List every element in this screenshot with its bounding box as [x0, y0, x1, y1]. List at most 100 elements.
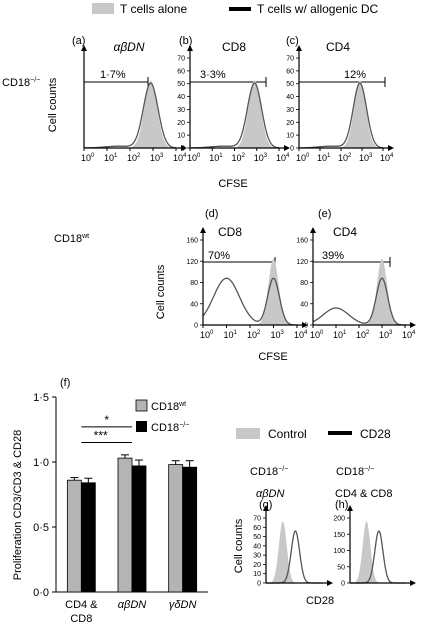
bar-legend: CD18wt CD18−/− [135, 399, 189, 434]
histogram-panel-c: (c) CD4 12% 100 101 102 103 104 0 10 20 30 40 50 60… [286, 35, 394, 163]
y-tick-label: 70 [253, 516, 261, 523]
y-tick-label: 40 [286, 94, 294, 101]
bar-category-label: γδDN [169, 599, 197, 611]
y-tick-label: 150 [333, 532, 345, 539]
y-tick-label: 80 [300, 280, 308, 287]
bar-y-tick-label: 0·5 [33, 522, 49, 534]
y-tick-label: 60 [286, 68, 294, 75]
y-tick-label: 40 [300, 301, 308, 308]
gate-label: 12% [344, 69, 366, 81]
panel-title: CD4 [333, 225, 357, 239]
x-tick-label: 102 [127, 153, 141, 163]
panel-letter: (a) [72, 35, 85, 47]
x-tick-label: 103 [379, 330, 393, 340]
cd28-panel-h: CD18−/− (h) CD4 & CD8 0 50 100 150 200 [333, 466, 416, 588]
top-legend: T cells alone T cells w/ allogenic DC [92, 2, 378, 16]
y-tick-label: 100 [333, 548, 345, 555]
x-tick-label: 101 [333, 330, 347, 340]
x-tick-label: 101 [104, 153, 118, 163]
row-label-cd18-ko: CD18−/− [2, 77, 40, 89]
y-tick-label: 0 [304, 323, 308, 330]
panel-title-line1: CD18−/− [250, 466, 288, 478]
control-histogram [190, 80, 279, 148]
panel-letter: (d) [205, 208, 218, 220]
significance-label: * [104, 413, 109, 427]
panel-title: CD4 [326, 40, 350, 54]
y-tick-label: 200 [333, 516, 345, 523]
x-tick-label: 104 [380, 153, 394, 163]
panel-title: CD8 [222, 40, 246, 54]
proliferation-bar-chart: (f) Proliferation CD3/CD3 & CD28 CD18wt … [12, 377, 208, 625]
bar-legend-swatch-wt [135, 399, 148, 412]
control-histogram [203, 258, 297, 325]
y-tick-label: 0 [341, 581, 345, 588]
y-tick-label: 0 [290, 146, 294, 153]
bar-legend-label-ko: CD18−/− [151, 422, 189, 434]
bar-legend-label-wt: CD18wt [151, 401, 186, 413]
x-tick-label: 104 [402, 330, 416, 340]
gate-label: 1·7% [100, 69, 126, 81]
x-tick-label: 104 [173, 153, 187, 163]
x-tick-label: 101 [209, 153, 223, 163]
x-tick-label: 100 [187, 153, 201, 163]
control-histogram [313, 258, 405, 325]
panel-title: CD8 [218, 225, 242, 239]
bar-category-label: CD8 [70, 613, 92, 625]
panel-title-line2: CD4 & CD8 [335, 488, 392, 500]
x-tick-label: 100 [200, 330, 214, 340]
bar-ko [131, 465, 147, 593]
bar-wt [66, 479, 82, 593]
x-tick-label: 103 [359, 153, 373, 163]
bar-legend-swatch-ko [136, 421, 147, 432]
control-histogram [84, 80, 176, 148]
y-tick-label: 40 [177, 94, 185, 101]
x-tick-label: 103 [150, 153, 164, 163]
bar-y-tick-label: 0·0 [33, 587, 49, 599]
x-tick-label: 104 [294, 330, 308, 340]
y-tick-label: 30 [177, 107, 185, 114]
y-tick-label: 0 [257, 581, 261, 588]
x-tick-label: 102 [247, 330, 261, 340]
gate-label: 3·3% [200, 69, 226, 81]
sample-histogram [266, 530, 322, 584]
control-histogram [266, 521, 322, 583]
histogram-panel-b: (b) CD8 3·3% 100 101 102 103 104 0 10 20 30 40 50 6… [177, 35, 290, 163]
y-tick-label: 40 [190, 301, 198, 308]
y-tick-label: 50 [177, 81, 185, 88]
cd28-ylabel: Cell counts [233, 518, 245, 573]
row2-xlabel: CFSE [258, 351, 287, 363]
row2-ylabel: Cell counts [155, 264, 167, 319]
y-tick-label: 50 [286, 81, 294, 88]
row1-ylabel: Cell counts [47, 77, 59, 132]
sample-histogram [190, 82, 280, 149]
panel-letter: (c) [286, 35, 299, 47]
bar-wt [168, 464, 184, 593]
panel-letter-f: (f) [60, 377, 70, 389]
x-tick-label: 101 [224, 330, 238, 340]
legend-label-t-cells-with-dc: T cells w/ allogenic DC [257, 2, 378, 16]
x-tick-label: 102 [356, 330, 370, 340]
y-tick-label: 50 [337, 564, 345, 571]
y-tick-label: 20 [177, 120, 185, 127]
cd28-legend-swatch-cd28 [328, 431, 352, 435]
panel-letter: (e) [318, 208, 331, 220]
y-tick-label: 60 [253, 525, 261, 532]
x-tick-label: 103 [271, 330, 285, 340]
cd28-xlabel: CD28 [306, 595, 334, 607]
x-tick-label: 100 [81, 153, 95, 163]
y-tick-label: 160 [296, 238, 308, 245]
x-tick-label: 104 [276, 153, 290, 163]
bar-y-tick-label: 1·0 [33, 457, 49, 469]
x-tick-label: 100 [310, 330, 324, 340]
panel-title-line1: CD18−/− [336, 466, 374, 478]
y-tick-label: 0 [194, 323, 198, 330]
bar-y-tick-label: 1·5 [33, 392, 49, 404]
x-tick-label: 102 [232, 153, 246, 163]
y-tick-label: 120 [186, 259, 198, 266]
row-label-cd18-wt: CD18wt [54, 233, 89, 245]
bar-category-label: αβDN [118, 599, 147, 611]
y-tick-label: 30 [253, 553, 261, 560]
